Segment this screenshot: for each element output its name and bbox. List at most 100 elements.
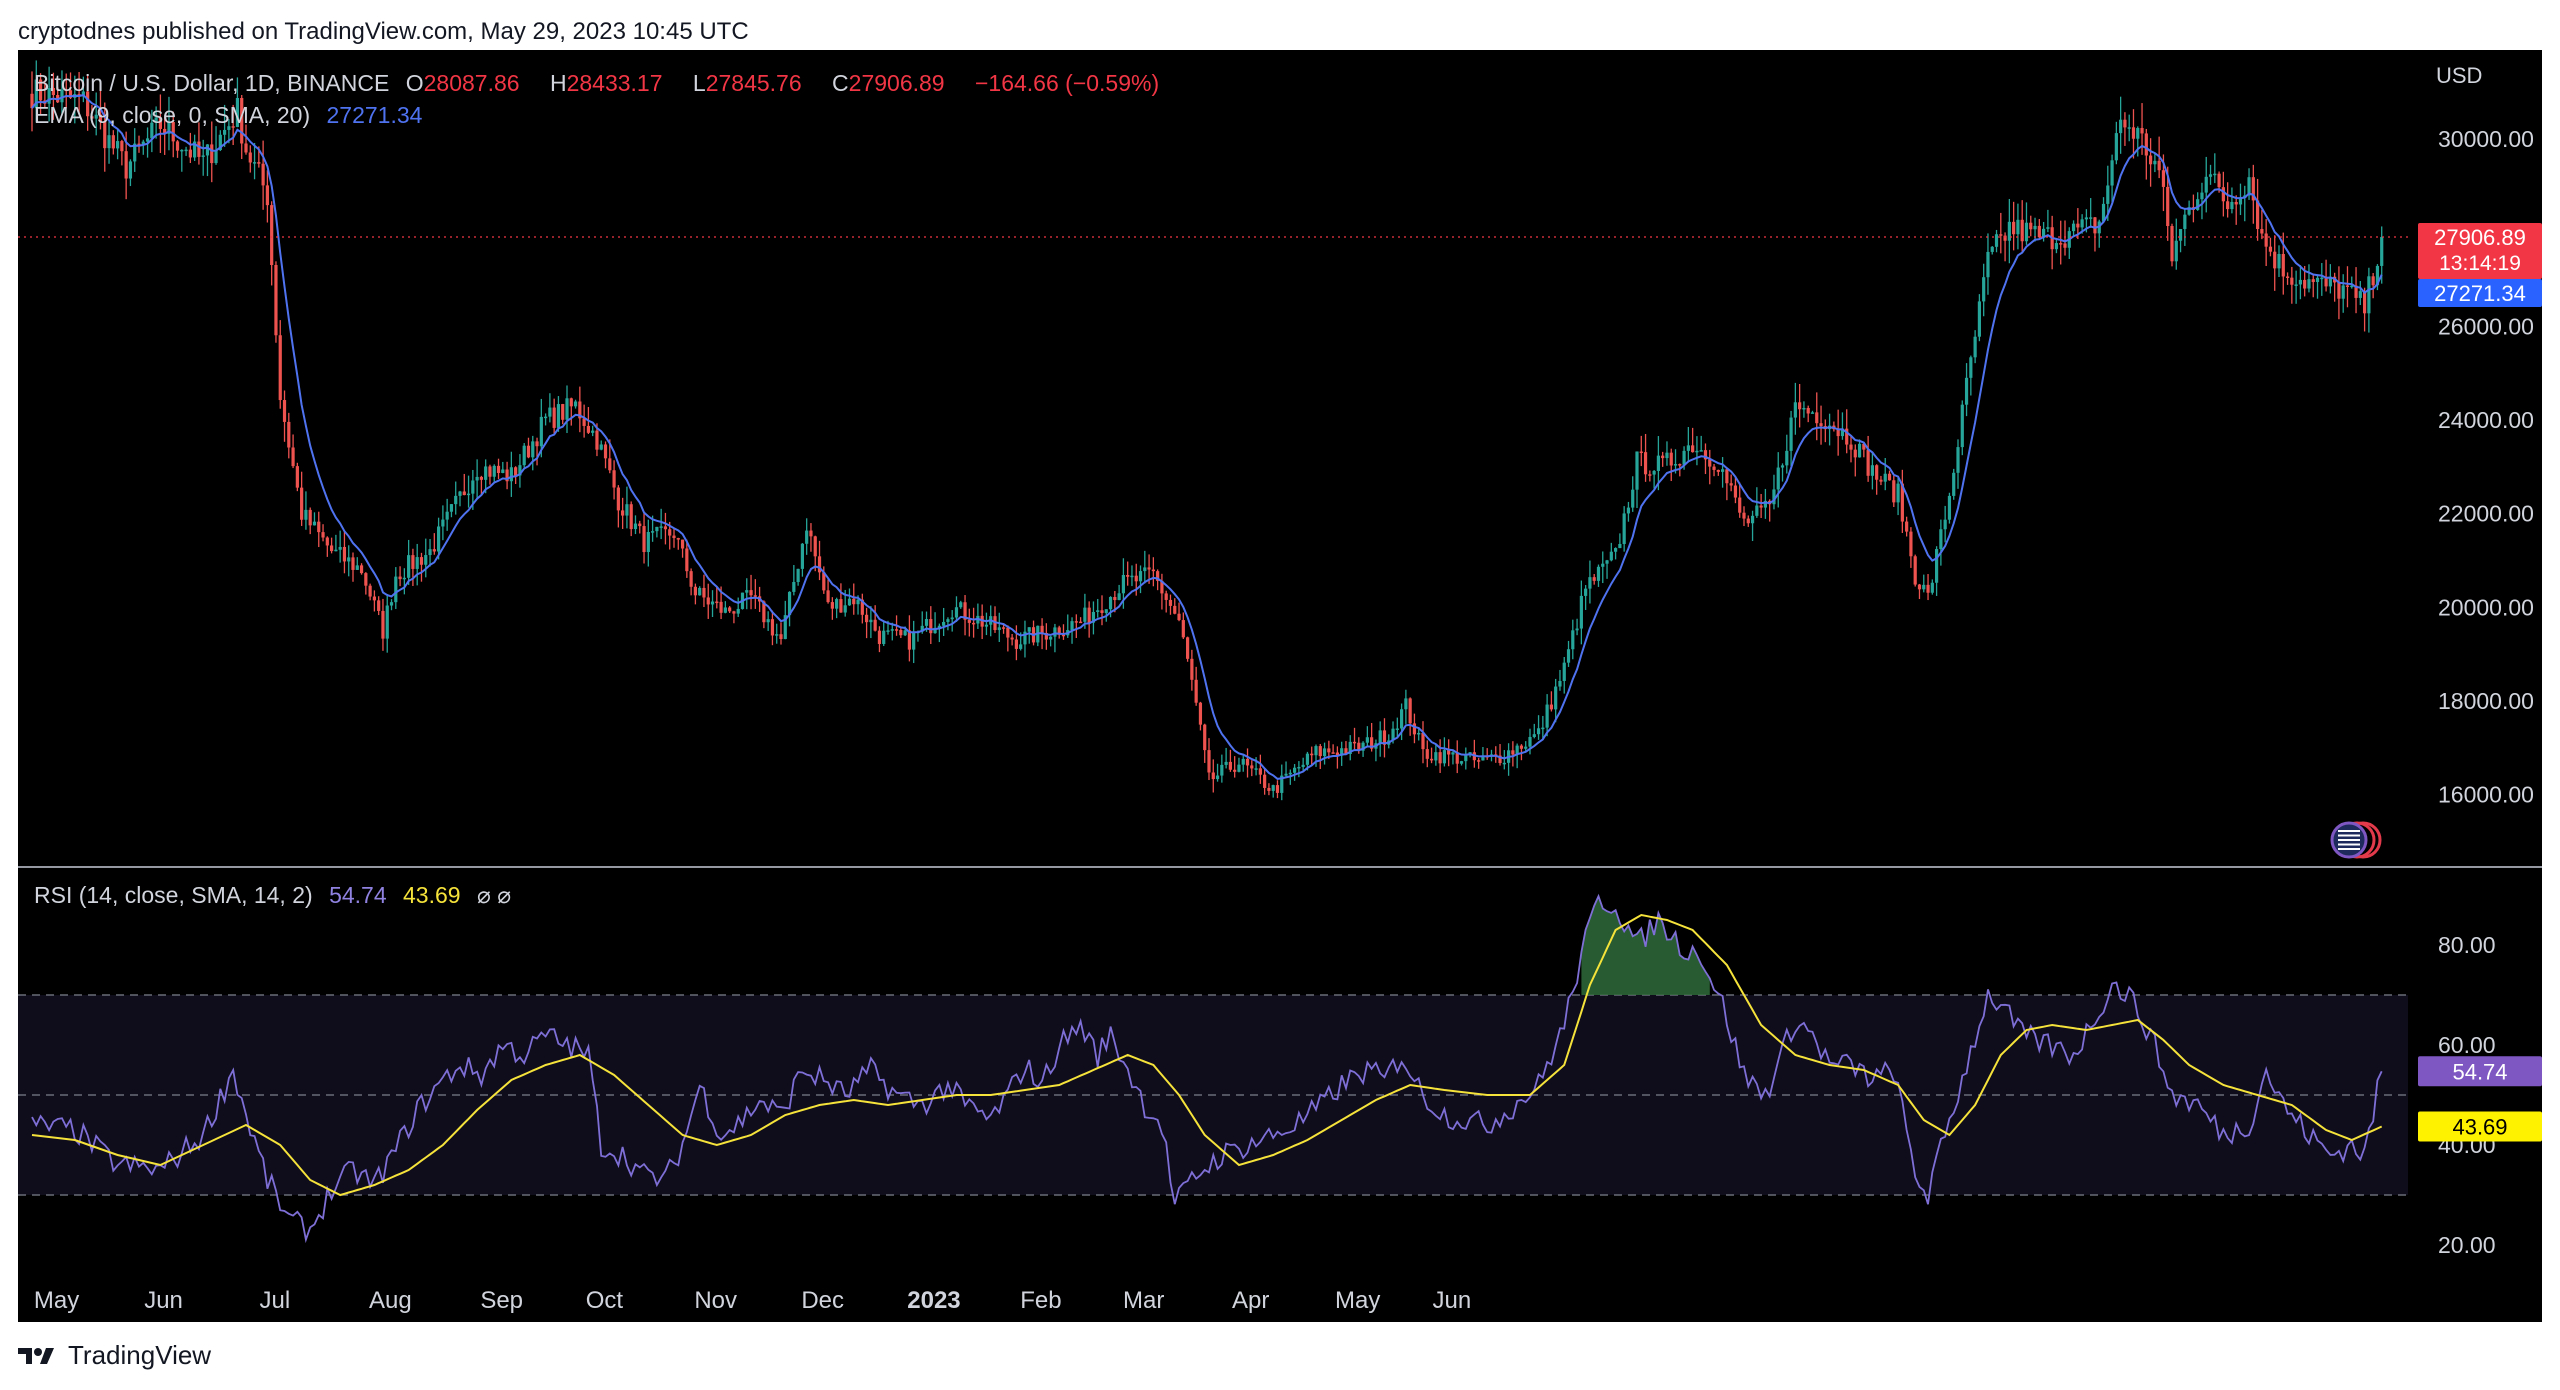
candle-body xyxy=(231,126,235,128)
candle-body xyxy=(1648,474,1652,476)
candle-body xyxy=(1682,450,1686,465)
candle-body xyxy=(2187,207,2191,215)
candle-body xyxy=(1382,730,1387,745)
candle-body xyxy=(1601,563,1605,567)
candle-body xyxy=(595,430,599,450)
candle-body xyxy=(779,634,783,640)
candle-body xyxy=(1905,521,1909,532)
candle-body xyxy=(796,568,800,583)
candle-body xyxy=(2354,285,2358,298)
candle-body xyxy=(377,600,381,611)
candle-body xyxy=(1592,577,1596,581)
candle-body xyxy=(2003,235,2007,241)
symbol-label[interactable]: Bitcoin / U.S. Dollar, 1D, BINANCE xyxy=(34,70,390,96)
candle-body xyxy=(1900,483,1904,522)
rsi-tick-label: 20.00 xyxy=(2438,1232,2496,1258)
candle-body xyxy=(2046,227,2050,229)
candle-body xyxy=(2234,201,2238,205)
candle-body xyxy=(141,141,145,146)
candle-body xyxy=(1614,548,1618,552)
ema-label[interactable]: EMA (9, close, 0, SMA, 20) xyxy=(34,102,311,128)
candle-body xyxy=(2170,226,2174,262)
candle-body xyxy=(2123,119,2127,128)
candle-body xyxy=(1665,452,1669,459)
candle-body xyxy=(1280,775,1284,793)
candle-body xyxy=(668,529,672,536)
candle-body xyxy=(1862,443,1866,450)
candle-body xyxy=(2217,173,2221,188)
candle-body xyxy=(608,458,612,471)
rsi-label[interactable]: RSI (14, close, SMA, 14, 2) xyxy=(34,882,313,908)
candle-body xyxy=(1956,447,1960,473)
candle-body xyxy=(1425,749,1429,759)
flag-stripe xyxy=(2338,839,2360,841)
candle-body xyxy=(1712,466,1716,470)
candle-body xyxy=(1857,443,1862,458)
candle-body xyxy=(835,599,839,609)
candle-body xyxy=(235,97,240,127)
candle-body xyxy=(1194,679,1198,703)
candle-body xyxy=(1622,513,1626,544)
month-label-Apr: Apr xyxy=(1232,1287,1269,1314)
axes: USD 16000.00 18000.00 20000.00 22000.00 24000… xyxy=(34,63,2542,1314)
chart-svg[interactable]: USD 16000.00 18000.00 20000.00 22000.00 24000… xyxy=(18,50,2542,1322)
candle-body xyxy=(1040,625,1044,633)
candle-body xyxy=(924,619,929,626)
candle-body xyxy=(501,469,505,473)
candle-body xyxy=(822,572,826,591)
candle-body xyxy=(1481,756,1485,761)
month-label-Jun: Jun xyxy=(144,1287,183,1314)
candle-body xyxy=(1006,627,1010,638)
candle-body xyxy=(1776,467,1780,490)
candle-body xyxy=(698,587,702,596)
candle-body xyxy=(843,605,847,613)
candle-body xyxy=(548,407,552,417)
candle-body xyxy=(920,625,924,632)
chart-container[interactable]: USD 16000.00 18000.00 20000.00 22000.00 24000… xyxy=(18,50,2542,1322)
candle-body xyxy=(2136,128,2140,139)
candle-body xyxy=(188,149,192,158)
month-label-2023: 2023 xyxy=(907,1287,960,1314)
candle-body xyxy=(1177,613,1181,621)
candle-body xyxy=(1096,610,1100,612)
candle-body xyxy=(240,97,244,144)
candle-body xyxy=(458,491,462,496)
candle-body xyxy=(599,444,603,450)
candle-body xyxy=(1643,452,1648,475)
candle-body xyxy=(1699,450,1703,452)
candle-body xyxy=(1977,301,1981,337)
candle-body xyxy=(2166,186,2170,227)
candle-body xyxy=(462,491,466,496)
candle-body xyxy=(86,91,90,117)
candle-body xyxy=(2230,201,2234,210)
candle-body xyxy=(2208,174,2213,177)
candle-body xyxy=(454,495,458,505)
candle-body xyxy=(685,548,689,572)
candle-body xyxy=(1044,632,1048,640)
candle-body xyxy=(496,465,501,473)
candle-body xyxy=(1947,495,1952,520)
candle-body xyxy=(1442,750,1446,764)
candles xyxy=(30,60,2384,801)
rsi-badge: 54.74 xyxy=(2452,1059,2507,1084)
candle-body xyxy=(882,630,886,644)
candle-body xyxy=(1151,569,1155,572)
candle-body xyxy=(334,549,338,552)
candle-body xyxy=(1113,597,1117,601)
candle-body xyxy=(1952,472,1956,496)
candle-body xyxy=(937,625,941,628)
candle-body xyxy=(1421,732,1425,750)
candle-body xyxy=(1164,593,1168,600)
candle-body xyxy=(1245,758,1250,766)
candle-body xyxy=(1746,518,1750,524)
candle-body xyxy=(2290,277,2294,285)
candle-body xyxy=(899,629,903,636)
candle-body xyxy=(2012,221,2016,235)
candle-body xyxy=(1725,469,1729,484)
candle-body xyxy=(1408,698,1412,724)
candle-body xyxy=(2294,284,2298,286)
candle-body xyxy=(933,627,937,634)
candle-body xyxy=(2174,240,2178,262)
candle-body xyxy=(197,141,201,157)
candle-body xyxy=(1541,727,1545,730)
